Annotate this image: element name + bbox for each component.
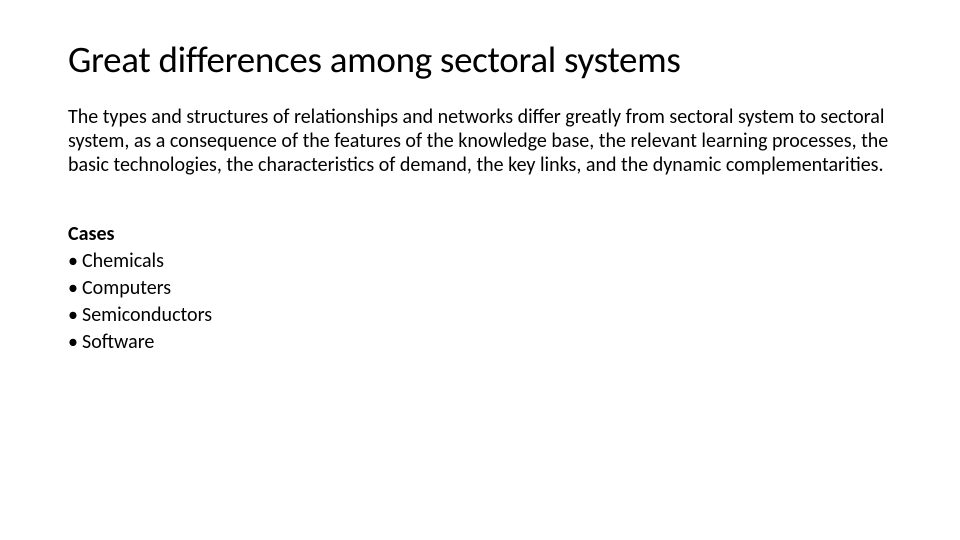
list-item: •Software [68,329,892,356]
list-item: •Semiconductors [68,302,892,329]
list-item: •Computers [68,275,892,302]
case-text: Computers [82,276,171,300]
bullet-icon: • [68,275,82,302]
case-text: Software [82,330,154,354]
slide-title: Great differences among sectoral systems [68,38,892,82]
bullet-icon: • [68,248,82,275]
case-text: Semiconductors [82,303,212,327]
list-item: •Chemicals [68,248,892,275]
case-text: Chemicals [82,249,164,273]
body-paragraph: The types and structures of relationship… [68,106,892,177]
cases-label: Cases [68,221,892,248]
bullet-icon: • [68,329,82,356]
bullet-icon: • [68,302,82,329]
cases-block: Cases •Chemicals •Computers •Semiconduct… [68,221,892,356]
